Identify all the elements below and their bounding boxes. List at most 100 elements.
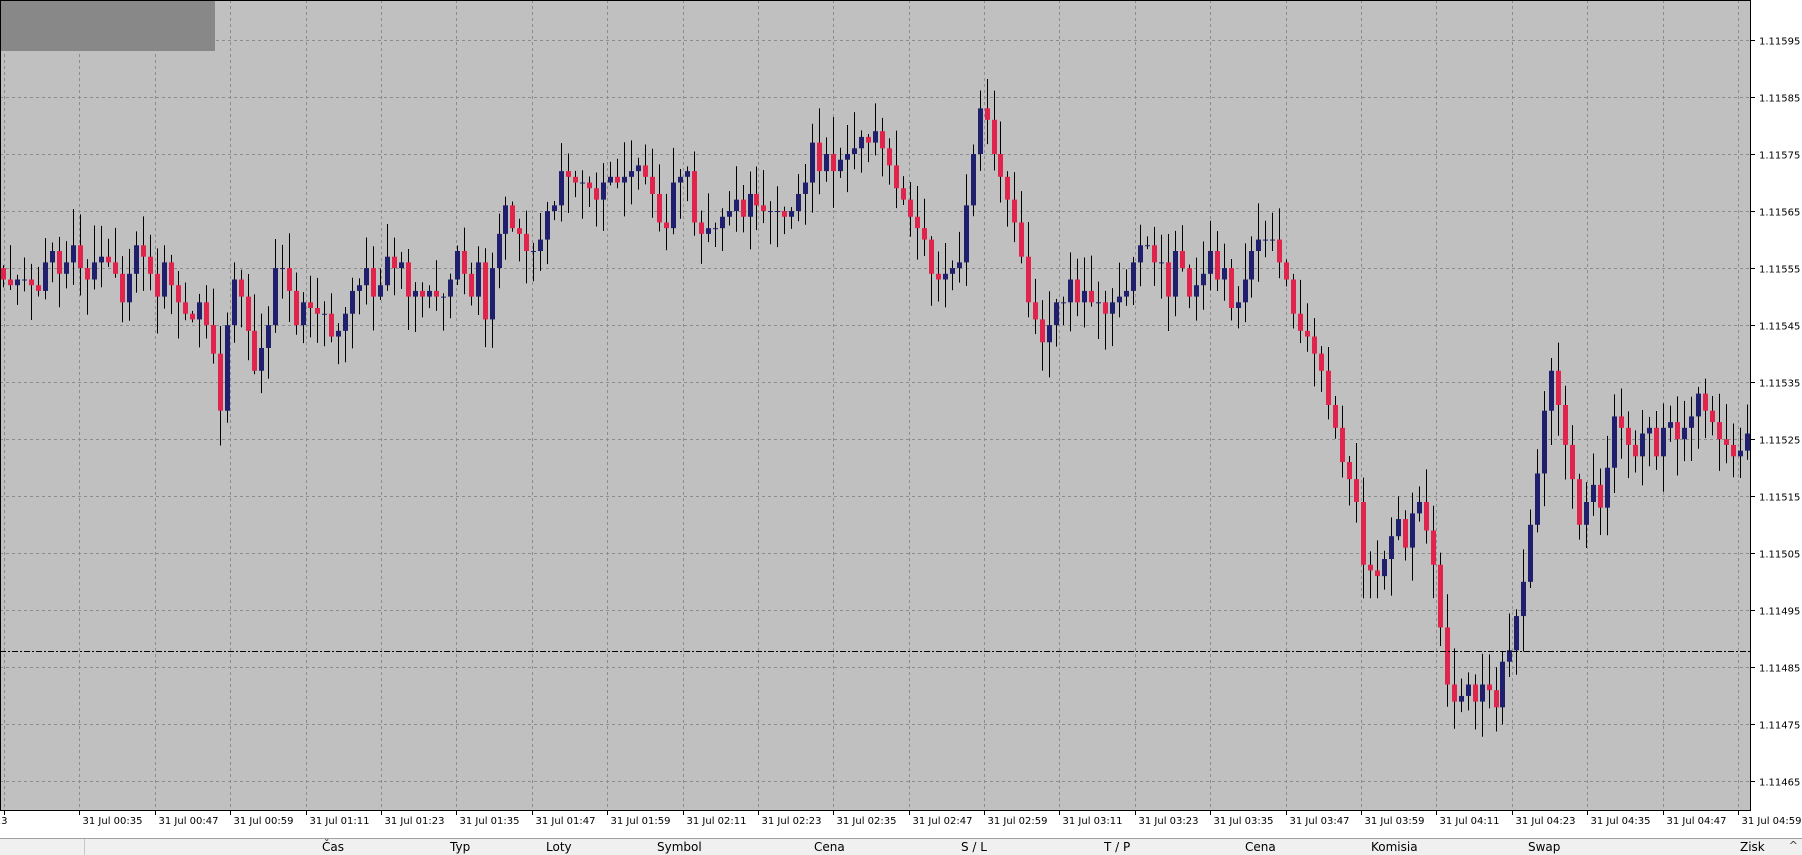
column-cena[interactable]: Cena xyxy=(814,840,845,854)
column-tp[interactable]: T / P xyxy=(1104,840,1131,854)
candle-body-bear xyxy=(1424,501,1429,531)
candle-body-bull xyxy=(1549,370,1554,411)
candle-body-bear xyxy=(287,268,292,291)
candle-body-bull xyxy=(950,268,955,274)
column-cena-2[interactable]: Cena xyxy=(1245,840,1276,854)
candle-body-bear xyxy=(866,136,871,143)
column-zisk[interactable]: Zisk xyxy=(1740,840,1765,854)
candle xyxy=(1229,259,1234,321)
candle-body-bear xyxy=(483,262,488,320)
candle-body-bear xyxy=(1494,690,1499,708)
candle-body-bear xyxy=(1354,479,1359,502)
column-swap[interactable]: Swap xyxy=(1528,840,1561,854)
candle-body-bear xyxy=(1675,422,1680,440)
candle-body-bull xyxy=(1689,416,1694,428)
candle xyxy=(866,134,871,163)
candle-body-bear xyxy=(817,142,822,172)
candle-body-bull xyxy=(1256,239,1261,251)
column-cas[interactable]: Čas xyxy=(322,840,344,854)
candle xyxy=(1340,405,1345,478)
candle xyxy=(580,170,585,219)
candle xyxy=(992,90,997,171)
candle-body-bear xyxy=(1438,564,1443,628)
candle-body-bear xyxy=(1710,410,1715,423)
plot-border xyxy=(0,0,1751,811)
candle-body-bull xyxy=(1194,285,1199,297)
candle xyxy=(1696,386,1701,449)
candle xyxy=(183,282,188,321)
candle xyxy=(1284,259,1289,287)
candle-body-bear xyxy=(78,245,83,269)
candle xyxy=(427,285,432,309)
scroll-up-icon[interactable]: ^ xyxy=(1788,839,1798,852)
candle-body-bull xyxy=(629,171,634,177)
candle-body-bull xyxy=(1222,268,1227,280)
candle-body-bear xyxy=(1375,570,1380,577)
candle xyxy=(252,294,257,375)
candle xyxy=(1040,300,1045,371)
candle xyxy=(643,144,648,185)
candle xyxy=(1277,208,1282,279)
candle xyxy=(852,112,857,170)
price-tick-label: 1.11555 xyxy=(1759,265,1800,276)
candle xyxy=(1208,220,1213,291)
candle xyxy=(1375,540,1380,599)
column-loty[interactable]: Loty xyxy=(546,840,572,854)
candle-body-bear xyxy=(1229,268,1234,309)
candle-body-bull xyxy=(1054,302,1059,326)
candle-body-bear xyxy=(1033,302,1038,320)
candle-body-bear xyxy=(587,182,592,189)
candle xyxy=(1640,410,1645,486)
candle xyxy=(1500,651,1505,725)
candle xyxy=(406,248,411,331)
candle xyxy=(720,208,725,251)
candle xyxy=(1354,442,1359,523)
candle-body-bear xyxy=(1452,684,1457,702)
candle-body-bull xyxy=(1389,536,1394,560)
candle xyxy=(1103,290,1108,350)
candle-body-bear xyxy=(1284,262,1289,280)
candle-body-bear xyxy=(1717,422,1722,440)
candle-body-bull xyxy=(845,154,850,160)
candle xyxy=(566,153,571,214)
candle xyxy=(1584,482,1589,549)
candle xyxy=(211,288,216,364)
candle xyxy=(336,323,341,365)
candle xyxy=(1019,191,1024,264)
candle xyxy=(455,245,460,286)
candle xyxy=(1654,410,1659,470)
candle-body-bear xyxy=(922,228,927,240)
candle xyxy=(1417,486,1422,522)
candle-body-bull xyxy=(964,205,969,263)
column-komisia[interactable]: Komisia xyxy=(1371,840,1418,854)
candle-body-bear xyxy=(169,262,174,286)
candle-body-bull xyxy=(580,182,585,184)
candle-body-bear xyxy=(1040,319,1045,343)
candle-body-bear xyxy=(1473,684,1478,702)
candle-body-bear xyxy=(406,262,411,297)
candle-body-bull xyxy=(1236,302,1241,309)
candle xyxy=(1305,303,1310,352)
candle xyxy=(1703,378,1708,439)
terminal-header: Čas Typ Loty Symbol Cena S / L T / P Cen… xyxy=(0,838,1802,855)
column-symbol[interactable]: Symbol xyxy=(657,840,702,854)
candle-body-bull xyxy=(476,262,481,297)
candle xyxy=(1431,505,1436,599)
candle-body-bear xyxy=(1215,250,1220,280)
time-tick-label: 31 Jul 03:23 xyxy=(1139,816,1199,827)
candle xyxy=(120,256,125,323)
time-tick-label: 31 Jul 04:59 xyxy=(1742,816,1802,827)
candle-body-bear xyxy=(1187,268,1192,297)
candle xyxy=(1117,262,1122,318)
time-tick-label: 31 Jul 01:47 xyxy=(536,816,596,827)
column-sl[interactable]: S / L xyxy=(961,840,987,854)
candle xyxy=(392,237,397,296)
candle-body-bull xyxy=(1696,393,1701,417)
candle-body-bear xyxy=(113,262,118,274)
candle xyxy=(873,103,878,156)
candle xyxy=(1445,594,1450,707)
candle xyxy=(1556,342,1561,436)
column-typ[interactable]: Typ xyxy=(450,840,471,854)
